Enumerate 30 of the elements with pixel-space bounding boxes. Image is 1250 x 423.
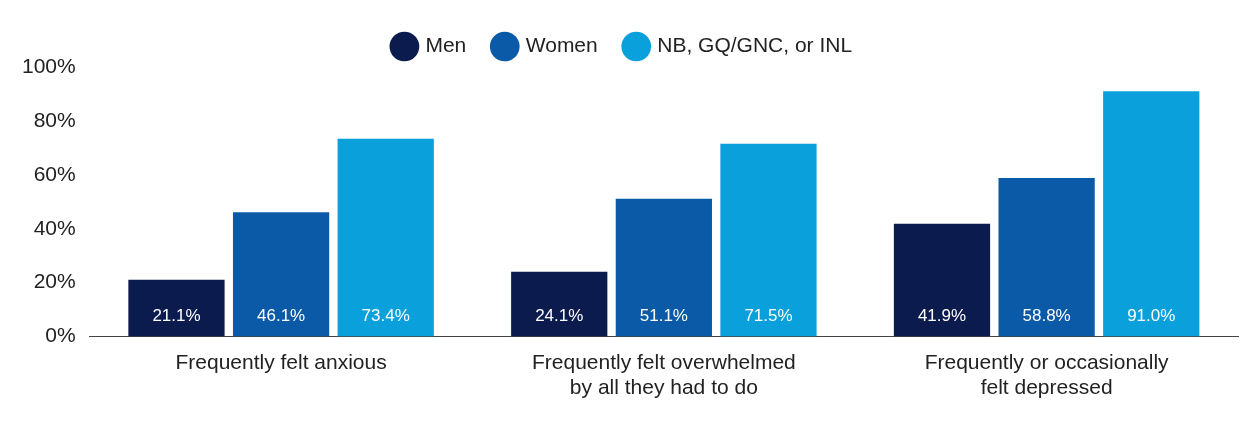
x-tick-label: Frequently felt overwhelmed by all they had to do	[531, 350, 796, 399]
y-tick-label: 60%	[33, 161, 76, 185]
bar	[128, 279, 225, 337]
data-label: 21.1%	[152, 306, 201, 326]
bar	[998, 178, 1095, 337]
x-tick-label: Frequently felt anxious	[175, 350, 387, 373]
y-tick-label: 100%	[21, 53, 76, 77]
data-label: 41.9%	[917, 306, 967, 326]
bar	[615, 198, 712, 337]
data-label: 46.1%	[256, 306, 306, 326]
legend-label: NB, GQ/GNC, or INL	[657, 33, 853, 57]
bar	[232, 212, 330, 337]
bar	[511, 271, 608, 337]
bar	[720, 143, 817, 337]
x-tick-label: Frequently or occasionally felt depressed	[924, 350, 1170, 399]
y-tick-label: 0%	[45, 323, 76, 347]
data-label: 91.0%	[1127, 306, 1176, 326]
y-tick-label: 20%	[33, 269, 76, 293]
y-tick-label: 40%	[33, 215, 76, 239]
data-label: 71.5%	[744, 306, 793, 326]
data-label: 51.1%	[639, 306, 688, 326]
legend-label: Men	[425, 33, 467, 57]
legend-label: Women	[525, 33, 598, 57]
data-label: 73.4%	[361, 306, 410, 326]
data-label: 24.1%	[535, 306, 584, 326]
bar	[1103, 91, 1200, 337]
bar	[337, 138, 434, 337]
y-tick-label: 80%	[33, 107, 76, 131]
bar	[893, 223, 991, 337]
data-label: 58.8%	[1022, 306, 1071, 326]
